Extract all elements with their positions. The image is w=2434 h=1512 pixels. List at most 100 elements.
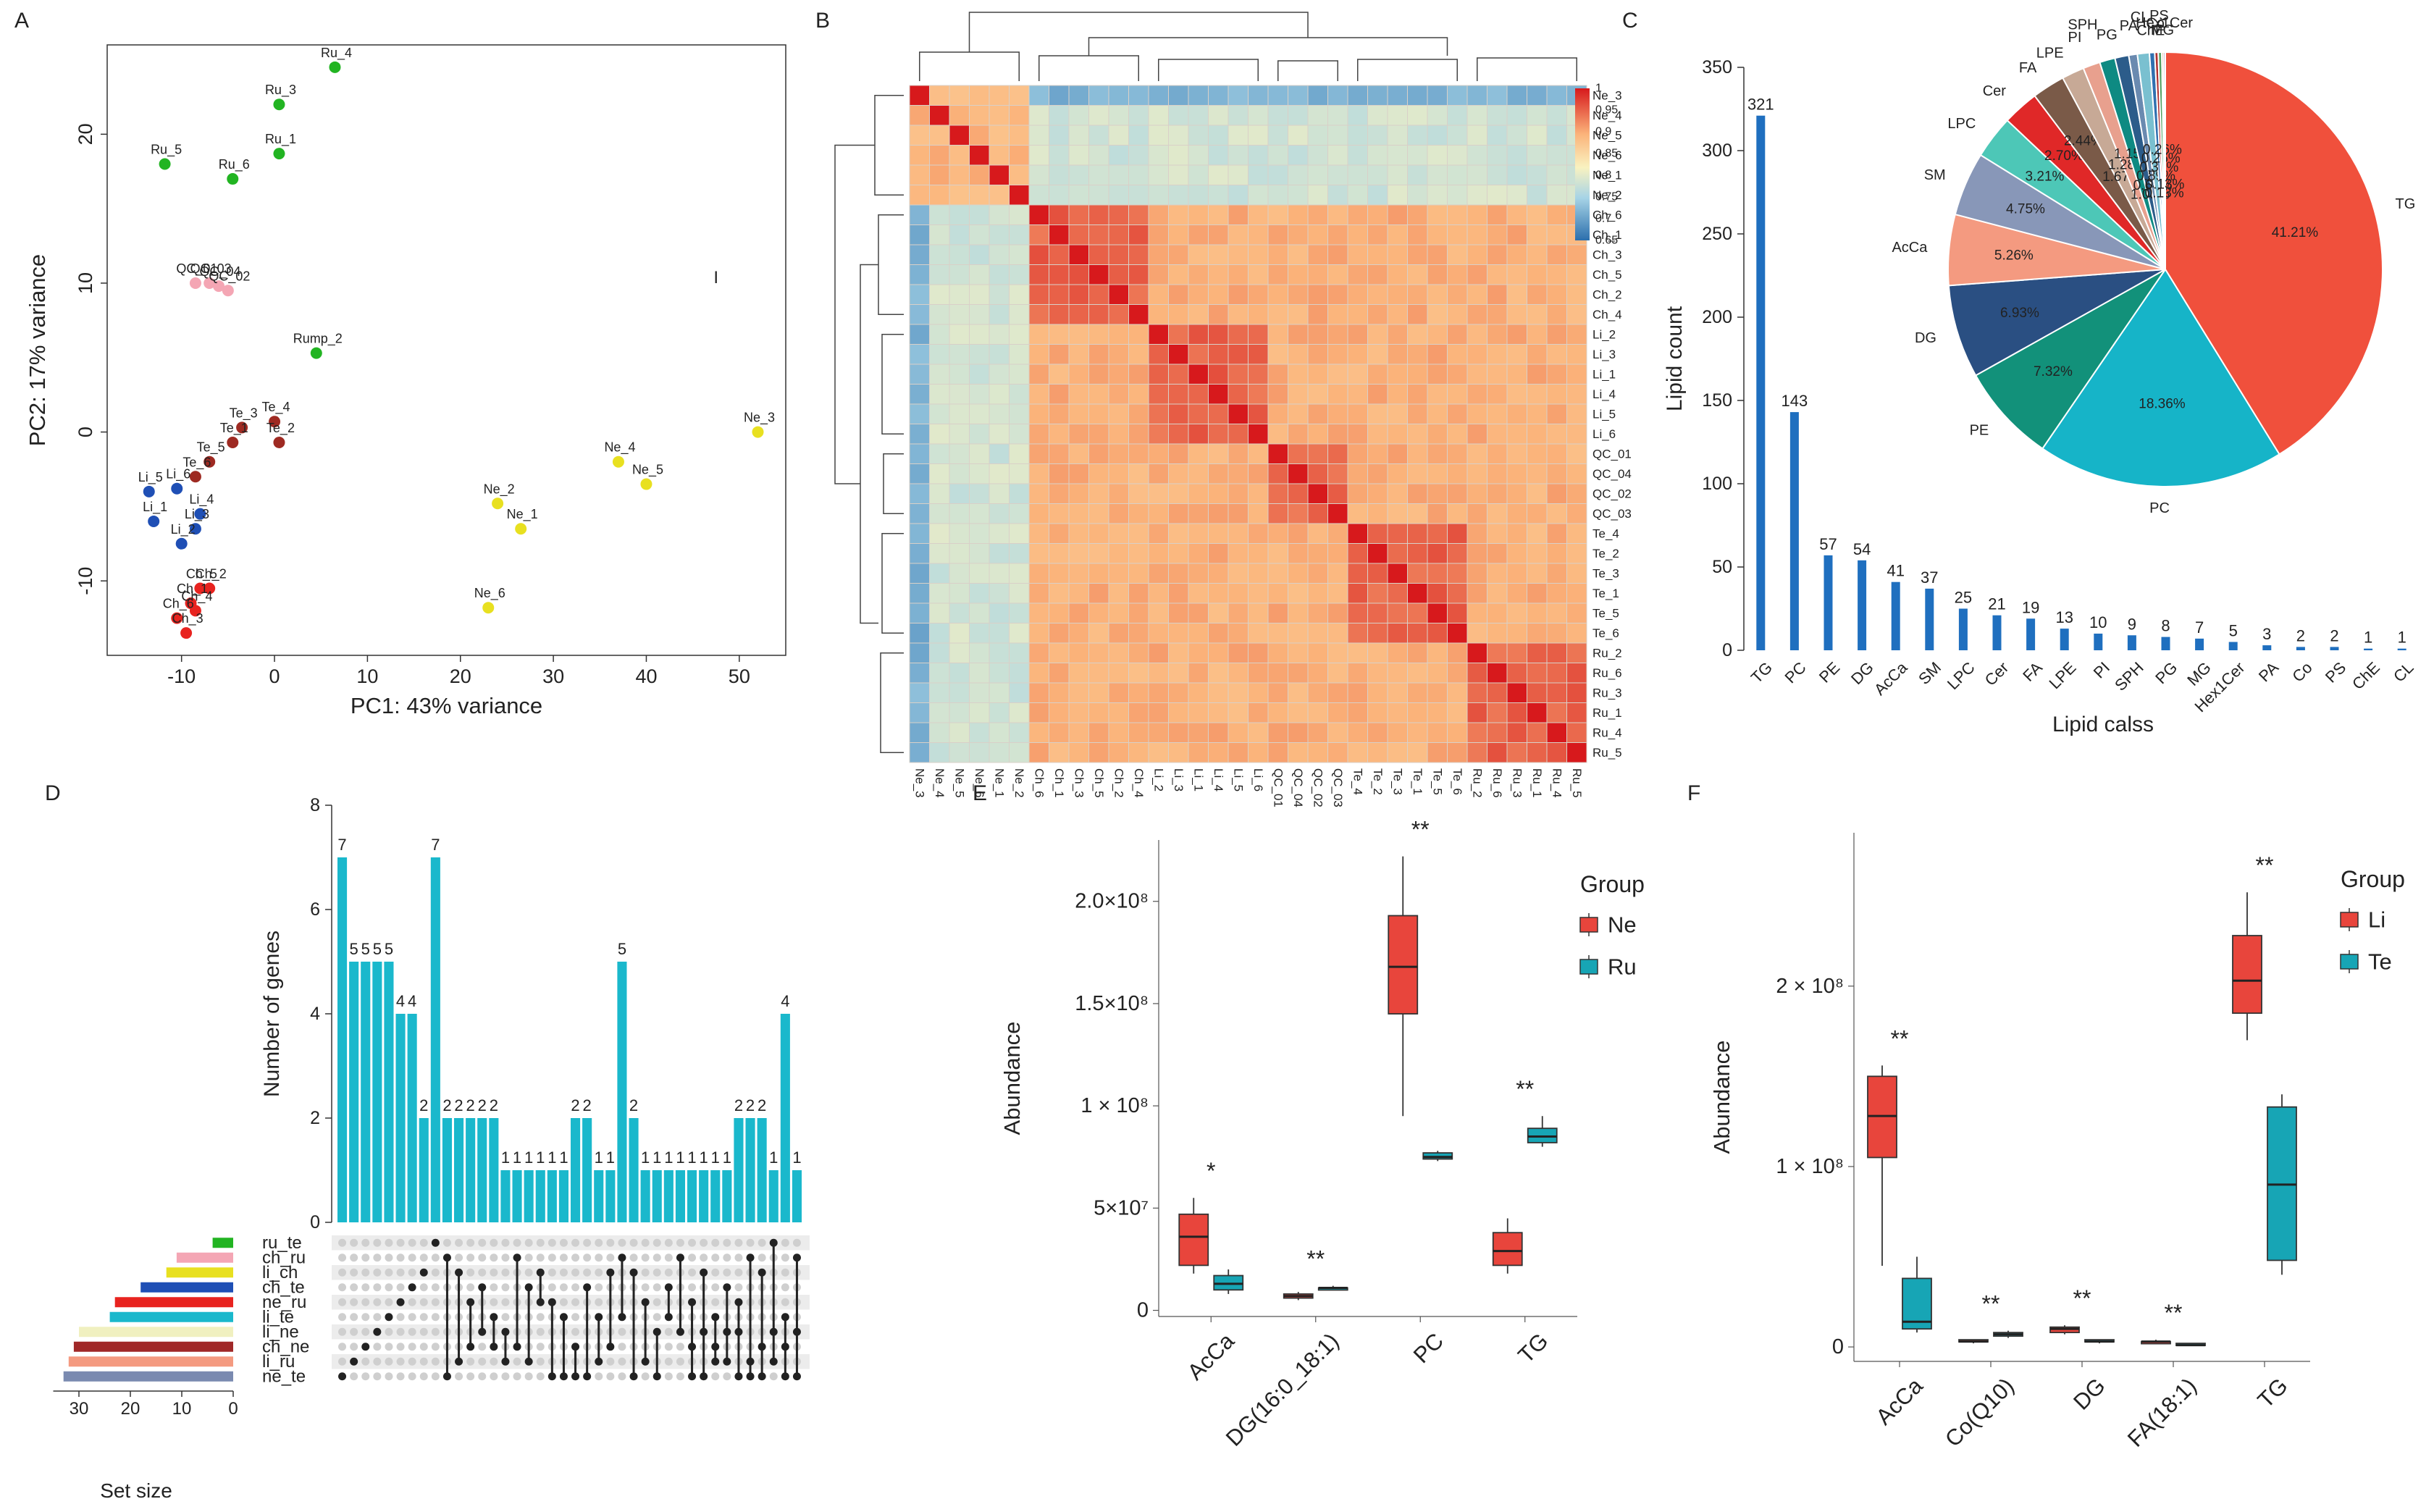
matrix-dot: [466, 1372, 475, 1381]
heatmap-cell: [1148, 224, 1169, 245]
heatmap-cell: [929, 264, 950, 285]
heatmap-cell: [1506, 503, 1527, 524]
heatmap-cell: [1128, 702, 1149, 723]
heatmap-cell: [1527, 483, 1548, 504]
heatmap-cell: [1407, 204, 1428, 225]
heatmap-cell: [1028, 145, 1049, 166]
matrix-dot: [350, 1268, 358, 1277]
heatmap-cell: [1188, 164, 1209, 185]
heatmap-cell: [969, 503, 990, 524]
heatmap-cell: [909, 543, 930, 564]
heatmap-cell: [949, 344, 970, 365]
y-axis-label: PC2: 17% variance: [25, 254, 50, 446]
heatmap-cell: [1407, 563, 1428, 584]
panel-letter-b: B: [815, 9, 830, 33]
heatmap-cell: [1049, 164, 1070, 185]
intersection-count-label: 1: [641, 1148, 650, 1167]
heatmap-cell: [1068, 483, 1089, 504]
heatmap-cell: [1427, 204, 1448, 225]
intersection-count-label: 4: [781, 992, 789, 1010]
heatmap-cell: [1487, 364, 1508, 385]
heatmap-cell: [1108, 702, 1129, 723]
heatmap-cell: [1049, 722, 1070, 743]
heatmap-row-label: Ne_3: [1592, 88, 1622, 102]
heatmap-cell: [1447, 344, 1468, 365]
heatmap-cell: [1387, 722, 1408, 743]
significance-marker: **: [1516, 1076, 1534, 1102]
heatmap-cell: [929, 164, 950, 185]
heatmap-cell: [1208, 583, 1229, 604]
heatmap-cell: [1546, 224, 1567, 245]
heatmap-cell: [1088, 443, 1109, 464]
heatmap-cell: [1427, 185, 1448, 206]
heatmap-row-label: Li_4: [1592, 387, 1616, 401]
heatmap-cell: [1267, 642, 1288, 663]
matrix-dot: [536, 1313, 545, 1322]
heatmap-cell: [969, 663, 990, 684]
heatmap-cell: [1466, 424, 1487, 445]
heatmap-cell: [1267, 722, 1288, 743]
intersection-count-label: 1: [513, 1148, 521, 1167]
matrix-dot: [676, 1343, 684, 1351]
pie-class-label: CL: [2131, 9, 2149, 25]
heatmap-cell: [1068, 722, 1089, 743]
heatmap-cell: [1447, 543, 1468, 564]
heatmap-cell: [1028, 602, 1049, 623]
heatmap-cell: [1148, 105, 1169, 126]
heatmap-cell: [1487, 623, 1508, 644]
heatmap-cell: [1128, 663, 1149, 684]
heatmap-cell: [989, 164, 1010, 185]
row-dendrogram-branch: [881, 533, 904, 634]
pie-percent-label: 5.26%: [1994, 248, 2034, 263]
matrix-dot: [396, 1238, 405, 1247]
pie-slice: [2162, 51, 2166, 270]
heatmap-cell: [1248, 105, 1269, 126]
heatmap-cell: [929, 384, 950, 405]
heatmap-cell: [1128, 583, 1149, 604]
heatmap-cell: [1546, 523, 1567, 544]
heatmap-cell: [1068, 443, 1089, 464]
heatmap-cell: [1068, 623, 1089, 644]
matrix-dot: [350, 1283, 358, 1292]
matrix-dot: [338, 1357, 347, 1366]
pie-slice: [2041, 268, 2280, 487]
heatmap-col-label: Te_6: [1451, 768, 1464, 795]
bar: [1958, 608, 1968, 650]
heatmap-cell: [1566, 583, 1587, 604]
bar: [1858, 560, 1867, 650]
heatmap-cell: [1427, 244, 1448, 265]
heatmap-cell: [949, 85, 970, 106]
heatmap-cell: [1049, 663, 1070, 684]
heatmap-cell: [1367, 742, 1388, 763]
heatmap-cell: [969, 185, 990, 206]
matrix-dot: [595, 1298, 603, 1306]
heatmap-cell: [1407, 523, 1428, 544]
heatmap-cell: [1088, 244, 1109, 265]
heatmap-col-label: Ne_6: [973, 768, 986, 798]
heatmap-cell: [1228, 483, 1249, 504]
heatmap-cell: [1009, 85, 1030, 106]
heatmap-cell: [1248, 284, 1269, 305]
legend-title: Group: [2341, 866, 2405, 892]
heatmap-cell: [1307, 164, 1328, 185]
heatmap-cell: [1228, 443, 1249, 464]
point-label: Ru_6: [219, 157, 250, 172]
heatmap-cell: [969, 583, 990, 604]
heatmap-cell: [1288, 224, 1309, 245]
heatmap-cell: [1566, 463, 1587, 484]
matrix-dot-active: [408, 1283, 416, 1292]
heatmap-cell: [1248, 264, 1269, 285]
heatmap-cell: [1248, 663, 1269, 684]
heatmap-cell: [1407, 722, 1428, 743]
heatmap-cell: [969, 105, 990, 126]
matrix-dot: [758, 1253, 766, 1262]
heatmap-cell: [1387, 284, 1408, 305]
heatmap-cell: [1248, 304, 1269, 325]
heatmap-cell: [1466, 324, 1487, 345]
heatmap-legend-label: 0.8: [1595, 169, 1611, 182]
heatmap-cell: [1527, 623, 1548, 644]
heatmap-cell: [1088, 742, 1109, 763]
heatmap-cell: [1407, 642, 1428, 663]
heatmap-cell: [1546, 463, 1567, 484]
heatmap-cell: [1407, 663, 1428, 684]
